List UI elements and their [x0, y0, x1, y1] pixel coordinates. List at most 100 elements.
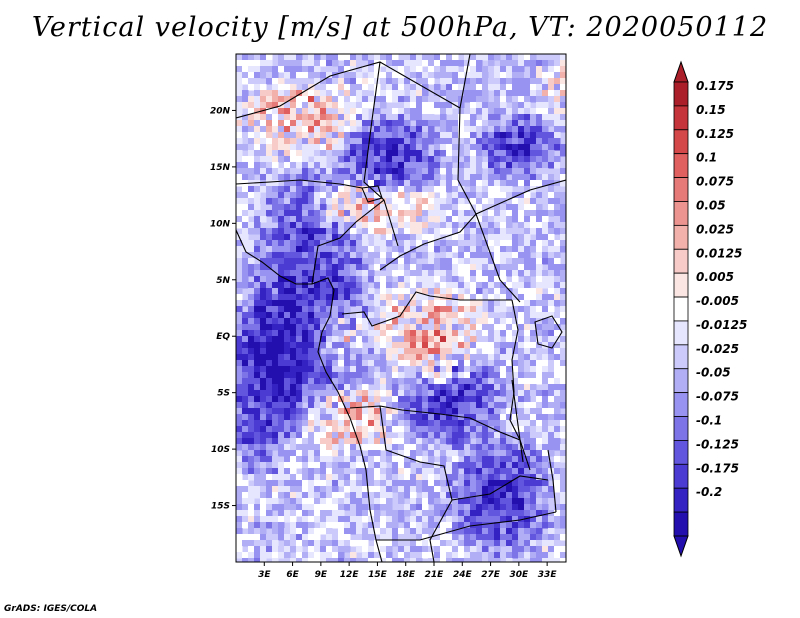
- field-cell: [302, 156, 309, 163]
- field-cell: [464, 108, 471, 115]
- field-cell: [428, 204, 435, 211]
- field-cell: [284, 360, 291, 367]
- field-cell: [278, 372, 285, 379]
- field-cell: [260, 360, 267, 367]
- field-cell: [242, 96, 249, 103]
- field-cell: [260, 60, 267, 67]
- field-cell: [260, 318, 267, 325]
- border-east: [457, 107, 566, 215]
- field-cell: [344, 390, 351, 397]
- field-cell: [482, 390, 489, 397]
- field-cell: [254, 288, 261, 295]
- field-cell: [524, 126, 531, 133]
- field-cell: [260, 288, 267, 295]
- field-cell: [536, 336, 543, 343]
- field-cell: [530, 504, 537, 511]
- field-cell: [290, 306, 297, 313]
- field-cell: [260, 420, 267, 427]
- field-cell: [494, 390, 501, 397]
- field-cell: [416, 372, 423, 379]
- field-cell: [386, 66, 393, 73]
- field-cell: [338, 420, 345, 427]
- field-cell: [236, 282, 243, 289]
- field-cell: [236, 240, 243, 247]
- field-cell: [374, 126, 381, 133]
- field-cell: [320, 252, 327, 259]
- field-cell: [482, 144, 489, 151]
- field-cell: [488, 486, 495, 493]
- field-cell: [422, 528, 429, 535]
- field-cell: [452, 306, 459, 313]
- field-cell: [470, 552, 477, 559]
- field-cell: [380, 384, 387, 391]
- field-cell: [482, 366, 489, 373]
- field-cell: [344, 60, 351, 67]
- field-cell: [344, 498, 351, 505]
- field-cell: [314, 270, 321, 277]
- field-cell: [452, 60, 459, 67]
- field-cell: [356, 366, 363, 373]
- field-cell: [488, 534, 495, 541]
- field-cell: [518, 108, 525, 115]
- field-cell: [488, 180, 495, 187]
- field-cell: [524, 462, 531, 469]
- field-cell: [368, 432, 375, 439]
- field-cell: [500, 420, 507, 427]
- field-cell: [338, 510, 345, 517]
- field-cell: [290, 150, 297, 157]
- field-cell: [536, 204, 543, 211]
- field-cell: [284, 102, 291, 109]
- field-cell: [500, 534, 507, 541]
- field-cell: [296, 66, 303, 73]
- field-cell: [506, 84, 513, 91]
- field-cell: [548, 138, 555, 145]
- field-cell: [386, 504, 393, 511]
- field-cell: [524, 294, 531, 301]
- field-cell: [518, 258, 525, 265]
- field-cell: [404, 396, 411, 403]
- field-cell: [374, 486, 381, 493]
- field-cell: [458, 312, 465, 319]
- field-cell: [302, 390, 309, 397]
- field-cell: [320, 408, 327, 415]
- field-cell: [536, 546, 543, 553]
- field-cell: [506, 462, 513, 469]
- field-cell: [236, 192, 243, 199]
- field-cell: [536, 114, 543, 121]
- field-cell: [368, 294, 375, 301]
- field-cell: [554, 258, 561, 265]
- field-cell: [380, 150, 387, 157]
- field-cell: [530, 432, 537, 439]
- field-cell: [236, 534, 243, 541]
- field-cell: [476, 534, 483, 541]
- field-cell: [248, 138, 255, 145]
- field-cell: [254, 150, 261, 157]
- field-cell: [314, 204, 321, 211]
- field-cell: [554, 420, 561, 427]
- field-cell: [524, 420, 531, 427]
- field-cell: [458, 252, 465, 259]
- field-cell: [398, 312, 405, 319]
- field-cell: [464, 72, 471, 79]
- field-cell: [428, 402, 435, 409]
- field-cell: [362, 402, 369, 409]
- field-cell: [452, 138, 459, 145]
- field-cell: [386, 120, 393, 127]
- field-cell: [248, 294, 255, 301]
- field-cell: [482, 252, 489, 259]
- field-cell: [272, 288, 279, 295]
- lon-tick-label: 6E: [286, 570, 299, 580]
- field-cell: [548, 324, 555, 331]
- field-cell: [296, 126, 303, 133]
- field-cell: [518, 552, 525, 559]
- field-cell: [530, 114, 537, 121]
- field-cell: [308, 390, 315, 397]
- field-cell: [236, 216, 243, 223]
- field-cell: [476, 372, 483, 379]
- field-cell: [512, 180, 519, 187]
- field-cell: [302, 336, 309, 343]
- field-cell: [272, 408, 279, 415]
- field-cell: [242, 72, 249, 79]
- field-cell: [506, 192, 513, 199]
- field-cell: [296, 336, 303, 343]
